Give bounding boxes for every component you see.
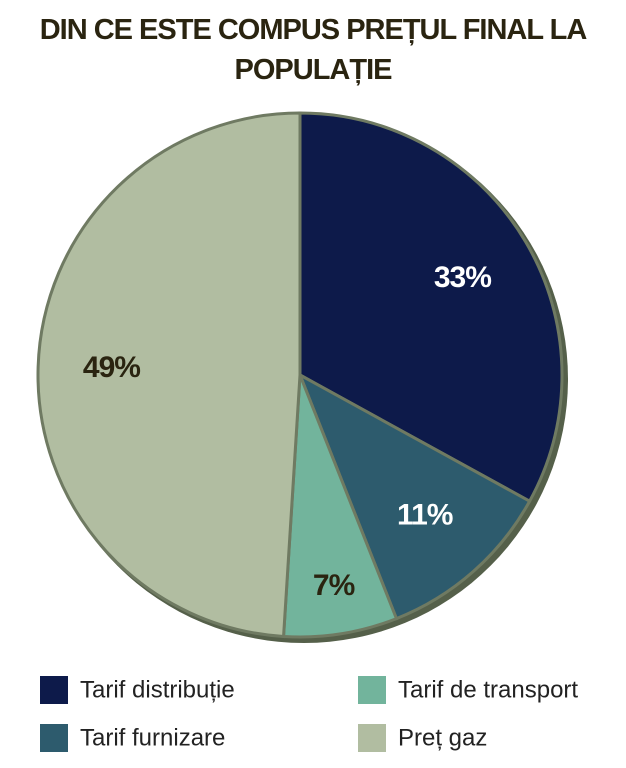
pie-slice	[281, 374, 399, 639]
legend-swatch	[358, 676, 386, 704]
legend-label: Tarif distribuție	[80, 676, 235, 703]
slice-label: 49%	[83, 351, 140, 384]
pie-slice	[36, 111, 302, 639]
legend-label: Tarif de transport	[398, 676, 578, 703]
legend-swatch	[358, 724, 386, 752]
legend-label: Preț gaz	[398, 724, 487, 751]
chart-title: DIN CE ESTE COMPUS PREȚUL FINAL LA POPUL…	[39, 14, 588, 86]
legend-swatch	[40, 724, 68, 752]
pie-slice	[298, 111, 564, 504]
slice-label: 7%	[313, 569, 355, 602]
pie-slice	[297, 371, 532, 621]
legend-swatch	[40, 676, 68, 704]
slice-label: 33%	[434, 261, 491, 294]
legend-label: Tarif furnizare	[80, 724, 225, 751]
slice-label: 11%	[397, 498, 453, 531]
